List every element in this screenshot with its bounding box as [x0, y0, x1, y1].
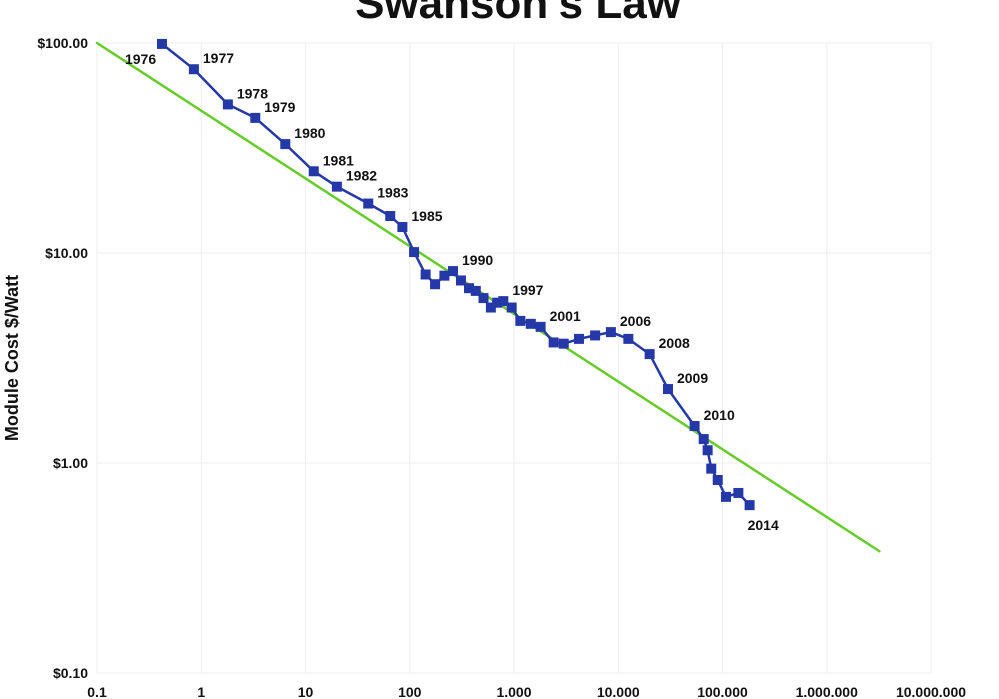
year-label: 1997: [512, 282, 543, 298]
data-point-marker: [698, 434, 709, 445]
data-point-marker: [623, 333, 634, 344]
x-tick-label: 1: [197, 684, 205, 699]
data-point-marker: [485, 302, 496, 313]
year-label: 1978: [237, 85, 268, 101]
data-point-marker: [720, 491, 731, 502]
year-label: 1990: [462, 252, 493, 268]
data-point-marker: [156, 38, 167, 49]
data-point-marker: [363, 198, 374, 209]
y-axis-ticks: $100.00 $10.00 $1.00 $0.10: [37, 35, 88, 681]
data-point-marker: [222, 99, 233, 110]
x-tick-label: 0.1: [87, 684, 107, 699]
data-point-marker: [430, 279, 441, 290]
data-point-marker: [712, 474, 723, 485]
data-point-marker: [331, 181, 342, 192]
x-tick-label: 100.000: [697, 684, 748, 699]
year-label: 1981: [323, 152, 354, 168]
data-point-marker: [689, 421, 700, 432]
year-label: 1979: [264, 99, 295, 115]
data-point-marker: [525, 318, 536, 329]
year-label: 2010: [704, 407, 735, 423]
year-label: 2014: [748, 517, 779, 533]
year-label: 2009: [677, 370, 708, 386]
data-point-marker: [662, 384, 673, 395]
data-point-marker: [470, 285, 481, 296]
data-point-marker: [605, 327, 616, 338]
year-label: 2006: [620, 313, 651, 329]
data-point-marker: [397, 221, 408, 232]
x-tick-label: 10.000.000: [896, 684, 966, 699]
data-point-marker: [515, 315, 526, 326]
x-axis-ticks: 0.1 1 10 100 1.000 10.000 100.000 1.000.000 10.0…: [87, 684, 966, 699]
x-tick-label: 1.000: [496, 684, 531, 699]
data-point-marker: [733, 487, 744, 498]
y-axis-label: Module Cost $/Watt: [2, 275, 22, 441]
data-point-marker: [706, 463, 717, 474]
data-point-marker: [448, 266, 459, 277]
chart-title: Swanson's Law: [355, 0, 682, 28]
data-point-marker: [744, 500, 755, 511]
data-point-marker: [188, 64, 199, 75]
y-tick-label: $100.00: [37, 35, 88, 51]
data-point-marker: [573, 333, 584, 344]
data-point-marker: [478, 293, 489, 304]
data-point-marker: [558, 338, 569, 349]
data-point-marker: [439, 270, 450, 281]
year-label: 1976: [125, 51, 156, 67]
x-tick-label: 10: [298, 684, 314, 699]
x-tick-label: 100: [398, 684, 422, 699]
y-tick-label: $1.00: [53, 455, 88, 471]
data-point-marker: [308, 166, 319, 177]
y-tick-label: $10.00: [45, 245, 88, 261]
x-tick-label: 10.000: [597, 684, 640, 699]
data-point-marker: [535, 321, 546, 332]
data-point-marker: [498, 296, 509, 307]
module-cost-series-group: [156, 38, 755, 511]
data-point-marker: [548, 337, 559, 348]
year-label: 1982: [346, 168, 377, 184]
data-point-marker: [644, 349, 655, 360]
data-point-marker: [463, 283, 474, 294]
data-point-marker: [385, 211, 396, 222]
data-point-marker: [492, 297, 503, 308]
year-label: 2001: [550, 308, 581, 324]
data-point-marker: [280, 139, 291, 150]
grid-lines: [96, 42, 932, 674]
y-tick-label: $0.10: [53, 665, 88, 681]
data-point-marker: [455, 275, 466, 286]
data-point-marker: [702, 445, 713, 456]
data-point-marker: [250, 112, 261, 123]
year-label: 1983: [377, 185, 408, 201]
data-point-marker: [420, 269, 431, 280]
year-label: 1977: [203, 50, 234, 66]
year-label: 1980: [294, 125, 325, 141]
x-tick-label: 1.000.000: [796, 684, 858, 699]
data-point-marker: [590, 330, 601, 341]
data-point-marker: [506, 302, 517, 313]
data-point-marker: [409, 247, 420, 258]
year-label: 2008: [659, 335, 690, 351]
year-label: 1985: [411, 208, 442, 224]
